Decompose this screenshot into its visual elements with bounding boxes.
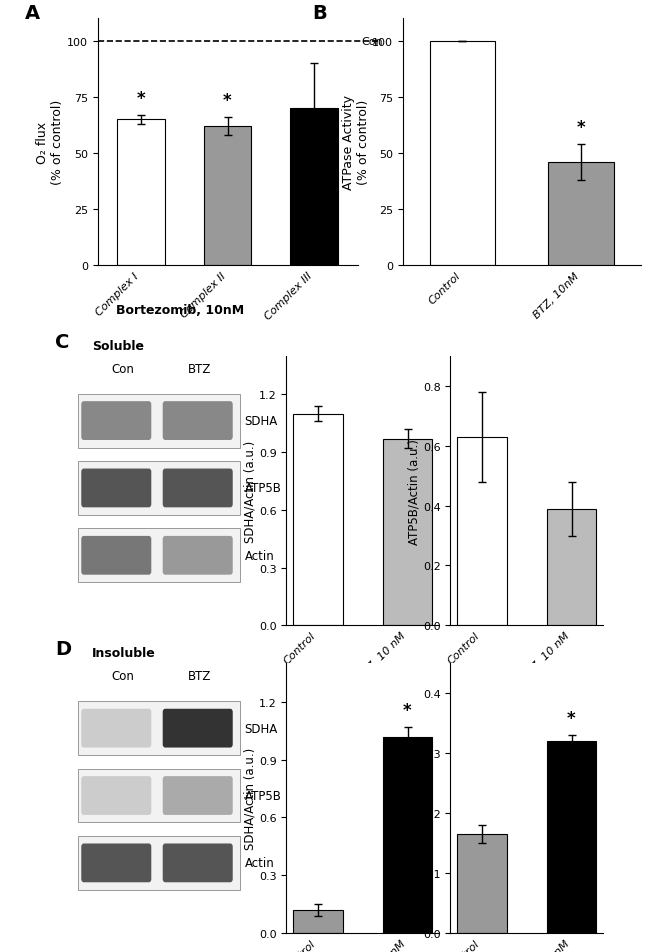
Text: C: C: [55, 332, 70, 351]
Text: ATP5B: ATP5B: [244, 482, 281, 495]
FancyBboxPatch shape: [162, 776, 233, 815]
Bar: [77, 769, 240, 823]
Bar: [547, 509, 596, 625]
FancyBboxPatch shape: [162, 469, 233, 507]
Bar: [383, 439, 432, 625]
Bar: [458, 437, 506, 625]
Text: Actin: Actin: [244, 549, 274, 563]
Bar: [203, 127, 252, 266]
FancyBboxPatch shape: [162, 843, 233, 883]
Bar: [293, 910, 343, 933]
Text: ATP5B: ATP5B: [244, 789, 281, 803]
Text: Actin: Actin: [244, 857, 274, 869]
Y-axis label: ATPase Activity
(% of control): ATPase Activity (% of control): [341, 95, 369, 189]
Bar: [77, 836, 240, 890]
Text: BTZ: BTZ: [188, 669, 211, 683]
Text: *: *: [577, 119, 586, 137]
Text: *: *: [223, 92, 232, 110]
Text: *: *: [136, 90, 145, 109]
Bar: [549, 163, 614, 266]
Text: Soluble: Soluble: [92, 340, 144, 352]
Text: Con: Con: [111, 362, 134, 375]
FancyBboxPatch shape: [162, 402, 233, 441]
Bar: [77, 528, 240, 583]
Text: *: *: [567, 709, 576, 727]
Text: D: D: [55, 640, 72, 659]
Text: Con: Con: [362, 36, 383, 47]
Text: Bortezomib, 10nM: Bortezomib, 10nM: [116, 303, 244, 316]
Y-axis label: ATP5B/Actin (a.u.): ATP5B/Actin (a.u.): [407, 438, 420, 544]
Text: A: A: [25, 4, 40, 23]
Text: B: B: [313, 4, 328, 23]
Text: Con: Con: [111, 669, 134, 683]
FancyBboxPatch shape: [81, 776, 151, 815]
FancyBboxPatch shape: [81, 843, 151, 883]
Text: *: *: [403, 702, 412, 719]
Bar: [117, 120, 164, 266]
Y-axis label: SDHA/Actin (a.u.): SDHA/Actin (a.u.): [243, 440, 256, 543]
Text: SDHA: SDHA: [244, 415, 278, 427]
FancyBboxPatch shape: [162, 709, 233, 747]
Bar: [77, 462, 240, 515]
FancyBboxPatch shape: [81, 402, 151, 441]
FancyBboxPatch shape: [81, 709, 151, 747]
Bar: [77, 702, 240, 755]
Text: Insoluble: Insoluble: [92, 646, 155, 660]
FancyBboxPatch shape: [81, 536, 151, 575]
Bar: [458, 834, 506, 933]
Bar: [430, 42, 495, 266]
Y-axis label: ATP5B/Actin (a.u.): ATP5B/Actin (a.u.): [407, 745, 420, 851]
Y-axis label: O₂ flux
(% of control): O₂ flux (% of control): [36, 100, 64, 185]
Y-axis label: SDHA/Actin (a.u.): SDHA/Actin (a.u.): [243, 747, 256, 849]
Text: BTZ: BTZ: [188, 362, 211, 375]
FancyBboxPatch shape: [81, 469, 151, 507]
Text: SDHA: SDHA: [244, 722, 278, 735]
Bar: [77, 394, 240, 448]
Bar: [293, 414, 343, 625]
Bar: [547, 742, 596, 933]
Bar: [291, 109, 338, 266]
Bar: [383, 737, 432, 933]
FancyBboxPatch shape: [162, 536, 233, 575]
